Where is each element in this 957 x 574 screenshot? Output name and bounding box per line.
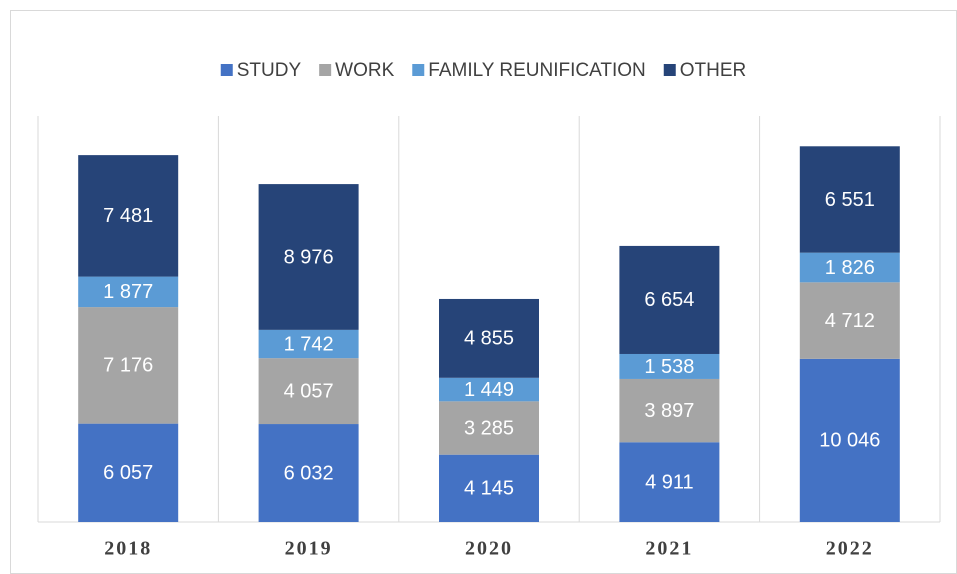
data-label: 6 032 <box>284 462 334 484</box>
legend-label: WORK <box>335 60 394 81</box>
data-label: 1 877 <box>103 281 153 303</box>
bar-segment <box>799 358 900 522</box>
data-label: 4 911 <box>645 471 694 493</box>
bar-segment <box>258 358 359 425</box>
data-label: 4 712 <box>825 310 875 332</box>
data-label: 4 057 <box>284 380 334 402</box>
data-label: 8 976 <box>284 246 334 268</box>
x-tick-label: 2019 <box>285 538 333 560</box>
x-tick-label: 2022 <box>826 538 874 560</box>
bar-segment <box>619 378 720 443</box>
data-label: 1 449 <box>464 379 514 401</box>
data-label: 1 742 <box>284 333 334 355</box>
legend-swatch <box>220 64 233 76</box>
data-label: 3 897 <box>644 400 694 422</box>
bar-segment <box>619 245 720 354</box>
data-label: 4 855 <box>464 328 514 350</box>
data-label: 10 046 <box>819 430 880 452</box>
bar-segment <box>258 424 359 522</box>
legend-label: STUDY <box>237 60 302 81</box>
x-tick-label: 2020 <box>465 538 513 560</box>
legend-swatch <box>663 64 676 76</box>
bar-segment <box>439 454 539 522</box>
bar-segment <box>258 184 359 330</box>
bar-segment <box>619 353 720 379</box>
data-label: 4 145 <box>464 478 514 500</box>
bar-segment <box>799 146 900 253</box>
x-tick-label: 2018 <box>104 538 152 560</box>
bar-segment <box>78 276 179 308</box>
bar-segment <box>799 252 900 283</box>
bar-segment <box>258 329 359 359</box>
data-label: 7 176 <box>103 355 153 377</box>
data-label: 1 826 <box>825 257 875 279</box>
data-label: 3 285 <box>464 417 514 439</box>
bar-segment <box>78 307 179 424</box>
bar-segment <box>78 155 179 277</box>
legend-label: FAMILY REUNIFICATION <box>428 60 645 81</box>
data-label: 6 057 <box>103 462 153 484</box>
bar-segment <box>439 377 539 402</box>
x-tick-label: 2021 <box>645 538 693 560</box>
bar-segment <box>619 442 720 522</box>
bar-segment <box>439 298 539 378</box>
data-label: 6 551 <box>825 189 875 211</box>
bar-segment <box>78 423 179 522</box>
legend-label: OTHER <box>680 60 747 81</box>
data-label: 7 481 <box>103 205 153 227</box>
legend-swatch <box>412 64 425 76</box>
data-label: 6 654 <box>644 289 694 311</box>
data-label: 1 538 <box>644 356 694 378</box>
legend-swatch <box>319 64 332 76</box>
bar-segment <box>799 282 900 359</box>
bar-segment <box>439 401 539 455</box>
